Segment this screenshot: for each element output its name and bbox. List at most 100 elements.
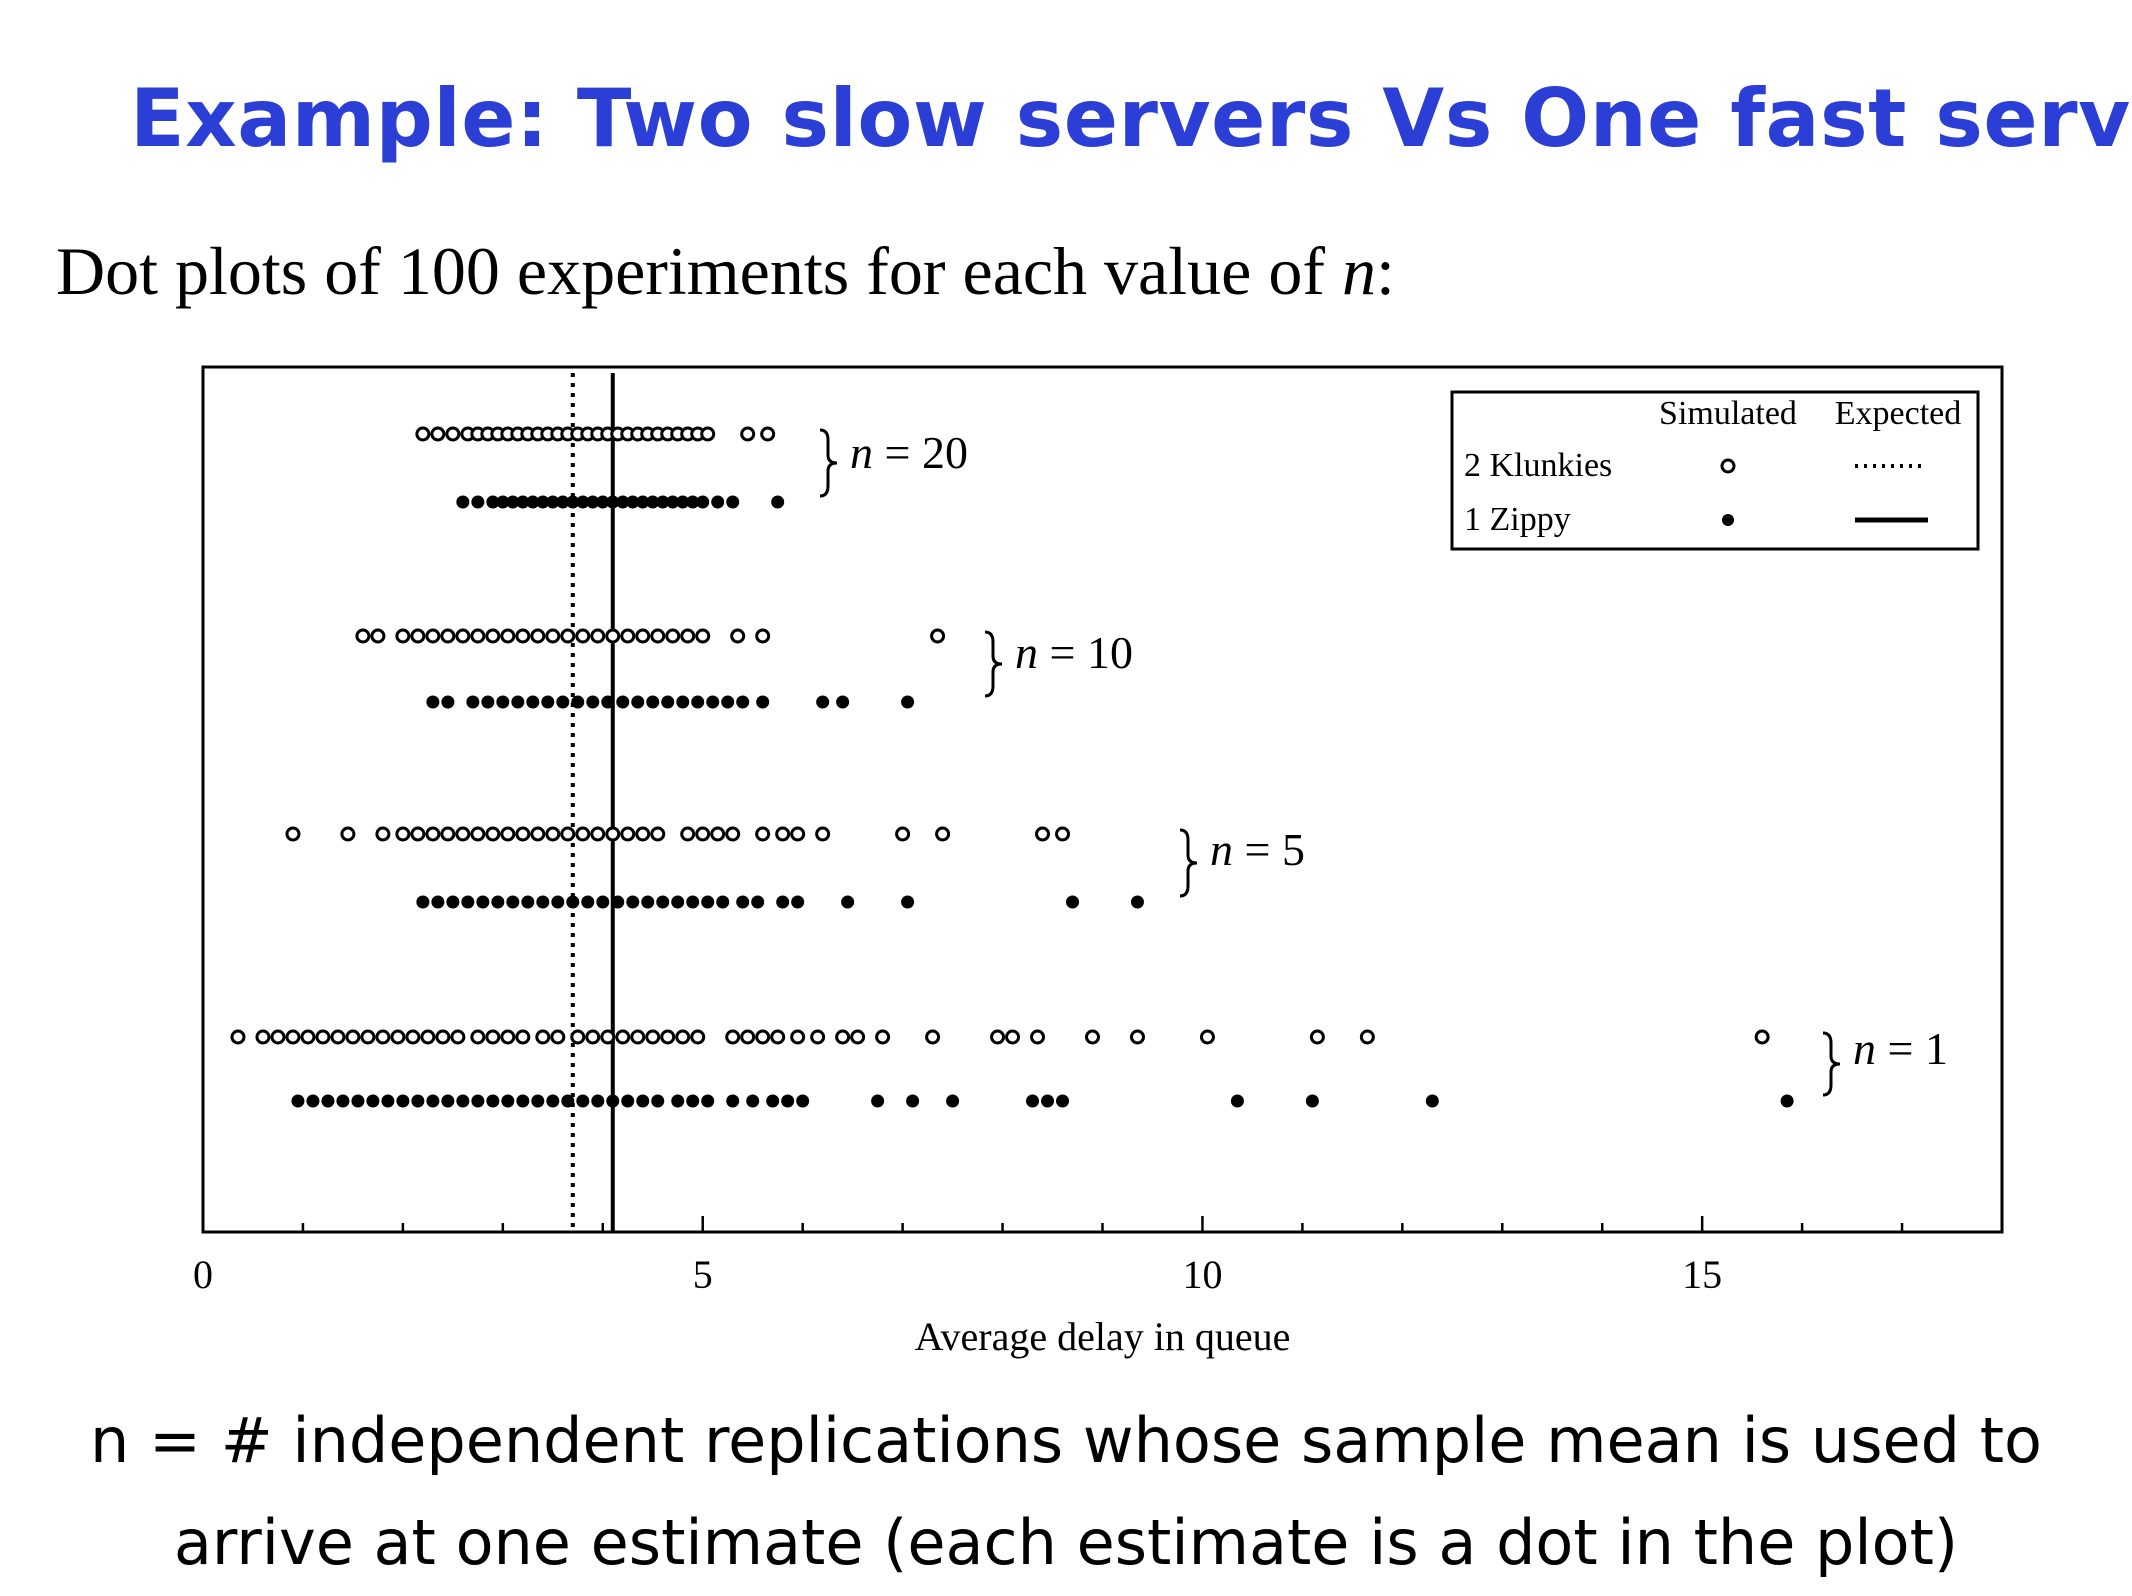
- zippy-point: [611, 895, 625, 909]
- group-brace: [819, 428, 838, 498]
- zippy-point: [841, 895, 855, 909]
- klunkies-point: [605, 628, 621, 644]
- zippy-point: [536, 895, 550, 909]
- zippy-point: [551, 895, 565, 909]
- zippy-point: [686, 1094, 700, 1108]
- klunkies-point: [590, 628, 606, 644]
- klunkies-point: [1129, 1029, 1145, 1045]
- zippy-point: [706, 695, 720, 709]
- klunkies-point: [375, 826, 391, 842]
- klunkies-point: [340, 826, 356, 842]
- zippy-point: [646, 695, 660, 709]
- zippy-point: [716, 895, 730, 909]
- zippy-point: [466, 695, 480, 709]
- klunkies-point: [230, 1029, 246, 1045]
- klunkies-point: [515, 628, 531, 644]
- zippy-point: [1041, 1094, 1055, 1108]
- legend-marker-filled: [1722, 514, 1734, 526]
- klunkies-point: [875, 1029, 891, 1045]
- klunkies-point: [790, 1029, 806, 1045]
- group-brace: [984, 630, 1003, 698]
- zippy-point: [516, 495, 530, 509]
- zippy-point: [411, 1094, 425, 1108]
- klunkies-point: [485, 826, 501, 842]
- group-label: n = 5: [1210, 824, 1305, 875]
- zippy-point: [541, 695, 555, 709]
- zippy-point: [701, 1094, 715, 1108]
- zippy-point: [1066, 895, 1080, 909]
- zippy-point: [441, 1094, 455, 1108]
- klunkies-point: [725, 1029, 741, 1045]
- group-brace: [1179, 828, 1198, 898]
- zippy-point: [481, 695, 495, 709]
- zippy-point: [686, 495, 700, 509]
- klunkies-point: [925, 1029, 941, 1045]
- zippy-point: [816, 695, 830, 709]
- subtitle-text: Dot plots of 100 experiments for each va…: [56, 233, 1342, 309]
- klunkies-point: [635, 826, 651, 842]
- klunkies-point: [770, 1029, 786, 1045]
- group-label: n = 10: [1015, 627, 1133, 678]
- zippy-point: [486, 1094, 500, 1108]
- klunkies-point: [665, 628, 681, 644]
- klunkies-point: [1005, 1029, 1021, 1045]
- klunkies-point: [1035, 826, 1051, 842]
- klunkies-point: [560, 826, 576, 842]
- zippy-point: [796, 1094, 810, 1108]
- klunkies-point: [500, 628, 516, 644]
- klunkies-point: [695, 628, 711, 644]
- klunkies-point: [285, 826, 301, 842]
- klunkies-point: [1085, 1029, 1101, 1045]
- group-label: n = 1: [1853, 1023, 1948, 1074]
- footnote: n = # independent replications whose sam…: [0, 1390, 2132, 1594]
- klunkies-point: [405, 1029, 421, 1045]
- klunkies-point: [550, 1029, 566, 1045]
- group-label: n = 20: [850, 427, 968, 478]
- zippy-point: [641, 895, 655, 909]
- zippy-point: [426, 1094, 440, 1108]
- klunkies-point: [590, 826, 606, 842]
- legend-label: 1 Zippy: [1464, 501, 1571, 538]
- zippy-point: [701, 895, 715, 909]
- klunkies-point: [285, 1029, 301, 1045]
- klunkies-point: [270, 1029, 286, 1045]
- zippy-point: [696, 495, 710, 509]
- klunkies-point: [810, 1029, 826, 1045]
- klunkies-point: [635, 628, 651, 644]
- zippy-point: [791, 895, 805, 909]
- klunkies-point: [420, 1029, 436, 1045]
- klunkies-point: [445, 426, 461, 442]
- klunkies-point: [930, 628, 946, 644]
- klunkies-point: [600, 1029, 616, 1045]
- klunkies-point: [740, 1029, 756, 1045]
- zippy-point: [621, 1094, 635, 1108]
- klunkies-point: [455, 826, 471, 842]
- zippy-point: [521, 895, 535, 909]
- zippy-point: [676, 695, 690, 709]
- footnote-line-1: n = # independent replications whose sam…: [90, 1404, 2042, 1477]
- klunkies-point: [645, 1029, 661, 1045]
- zippy-point: [596, 495, 610, 509]
- zippy-point: [586, 495, 600, 509]
- zippy-point: [636, 495, 650, 509]
- zippy-point: [756, 695, 770, 709]
- zippy-point: [351, 1094, 365, 1108]
- zippy-point: [751, 895, 765, 909]
- zippy-point: [606, 495, 620, 509]
- x-tick-label: 15: [1682, 1252, 1722, 1297]
- zippy-point: [566, 895, 580, 909]
- zippy-point: [511, 695, 525, 709]
- x-axis-label: Average delay in queue: [915, 1314, 1291, 1359]
- zippy-point: [836, 695, 850, 709]
- klunkies-point: [740, 426, 756, 442]
- klunkies-point: [395, 826, 411, 842]
- zippy-point: [676, 495, 690, 509]
- klunkies-point: [425, 826, 441, 842]
- zippy-point: [656, 495, 670, 509]
- klunkies-point: [650, 826, 666, 842]
- klunkies-point: [935, 826, 951, 842]
- zippy-point: [321, 1094, 335, 1108]
- zippy-point: [526, 495, 540, 509]
- klunkies-point: [455, 628, 471, 644]
- zippy-point: [416, 895, 430, 909]
